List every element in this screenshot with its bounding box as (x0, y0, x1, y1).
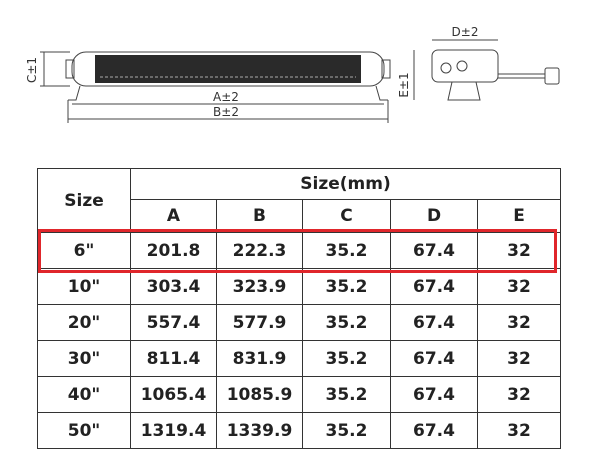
table-cell: Size(mm) (130, 168, 561, 200)
dim-label: C±1 (25, 57, 39, 83)
table-cell: 831.9 (216, 340, 303, 377)
table-cell: 557.4 (130, 304, 217, 341)
table-cell: C (302, 199, 391, 233)
table-cell: 67.4 (390, 340, 478, 377)
table-cell: 32 (477, 304, 561, 341)
table-cell: 30" (37, 340, 131, 377)
table-cell: 32 (477, 340, 561, 377)
table-cell: 20" (37, 304, 131, 341)
table-cell: 201.8 (130, 232, 217, 269)
table-cell: 222.3 (216, 232, 303, 269)
end-cap (381, 59, 391, 79)
end-cap (65, 59, 75, 79)
table-cell: Size (37, 168, 131, 233)
dim-label: B±2 (213, 105, 239, 119)
table-cell: 67.4 (390, 304, 478, 341)
table-cell: A (130, 199, 217, 233)
table-cell: 32 (477, 268, 561, 305)
table-cell: 35.2 (302, 376, 391, 413)
table-cell: 10" (37, 268, 131, 305)
table-cell: 35.2 (302, 412, 391, 449)
bar-lens (95, 55, 361, 83)
table-cell: 67.4 (390, 376, 478, 413)
dim-label: E±1 (397, 72, 411, 97)
table-cell: 811.4 (130, 340, 217, 377)
side-bracket (447, 81, 481, 101)
table-cell: 32 (477, 412, 561, 449)
side-body (431, 49, 499, 83)
table-cell: 35.2 (302, 232, 391, 269)
technical-drawing: C±1 A±2 B±2 D±2 E±1 (25, 25, 560, 123)
table-cell: 323.9 (216, 268, 303, 305)
table-cell: B (216, 199, 303, 233)
table-cell: 67.4 (390, 412, 478, 449)
dim-label: A±2 (213, 90, 239, 104)
table-cell: 67.4 (390, 232, 478, 269)
table-cell: 50" (37, 412, 131, 449)
cable (498, 73, 545, 79)
table-cell: E (477, 199, 561, 233)
bracket (68, 85, 388, 101)
highlight (38, 229, 557, 273)
table-cell: 1339.9 (216, 412, 303, 449)
table-cell: 35.2 (302, 268, 391, 305)
table-cell: 35.2 (302, 340, 391, 377)
table-cell: 67.4 (390, 268, 478, 305)
table-cell: 40" (37, 376, 131, 413)
bar-outline (71, 51, 385, 87)
bolt (456, 60, 468, 72)
table-cell: 1085.9 (216, 376, 303, 413)
connector (544, 67, 560, 85)
table-cell: 577.9 (216, 304, 303, 341)
table-cell: 303.4 (130, 268, 217, 305)
bolt (440, 62, 452, 74)
table-cell: 35.2 (302, 304, 391, 341)
table-cell: 32 (477, 376, 561, 413)
table-cell: 1319.4 (130, 412, 217, 449)
size-table: Size Size(mm) A B C D E 6" 201.8 222.3 35.2 67.4 32 1… (37, 168, 561, 449)
dim-label: D±2 (452, 25, 479, 39)
table-cell: D (390, 199, 478, 233)
table-cell: 1065.4 (130, 376, 217, 413)
